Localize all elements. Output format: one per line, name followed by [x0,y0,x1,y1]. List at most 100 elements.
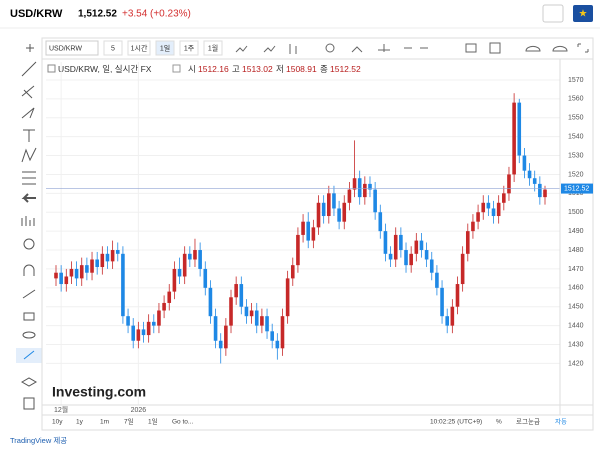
magnet-tool[interactable] [23,264,35,276]
chart-title: USD/KRW, 일, 실시간 FX [58,64,152,74]
legend-value: 1508.91 [286,64,317,74]
compare-button[interactable] [378,44,390,52]
candle-body [532,178,537,184]
log-button[interactable]: 로그눈금 [516,418,540,426]
collapse-icon[interactable] [47,64,56,73]
trash-tool[interactable] [23,397,35,410]
cursor-tool[interactable] [26,44,34,52]
candle-body [296,234,300,266]
y-tick-label: 1440 [568,322,584,329]
interval-button[interactable] [155,40,175,56]
candle-body [280,316,285,349]
toolbar-icons [235,42,589,54]
interval-label: 5 [111,45,115,52]
candle-body [383,231,388,254]
interval-button[interactable] [103,40,123,56]
auto-button[interactable]: 자동 [555,417,567,426]
candle-body [316,202,321,228]
load-button[interactable] [552,45,568,52]
candle-body [64,276,69,285]
line-tool[interactable] [21,61,37,77]
stay-draw-tool[interactable] [22,289,36,299]
lock-tool[interactable] [23,312,35,321]
candle-body [182,253,187,277]
range-button[interactable]: 10y [52,419,63,426]
change: +3.54 [122,9,148,20]
y-tick-label: 1450 [568,304,584,311]
candle-body [95,259,99,268]
eye-tool[interactable] [22,331,36,339]
indicators-button[interactable] [351,46,363,53]
candle-body [445,316,450,326]
candle-body [419,240,424,251]
candle-body [213,316,218,341]
candle-body [368,183,372,190]
fib-tool[interactable] [21,85,35,99]
candle-body [249,310,254,317]
alert-button[interactable] [542,4,564,23]
percent-button[interactable]: % [496,419,502,426]
candle-body [105,253,110,262]
interval-button[interactable] [203,40,223,56]
watchlist-button[interactable] [573,5,593,22]
screenshot-button[interactable] [465,43,477,53]
symbol-input[interactable] [45,40,99,56]
interval-button[interactable] [179,40,199,56]
candle-body [193,250,197,260]
icons-tool[interactable] [21,216,35,226]
range-button[interactable]: 1y [76,419,84,426]
candle-body [429,259,434,273]
legend-key: 시 [188,64,196,74]
layers-tool[interactable] [20,377,38,387]
candle-body [347,189,352,203]
range-button[interactable]: 7일 [124,417,134,426]
candle-body [337,208,341,222]
bars-button[interactable] [263,45,276,53]
range-button[interactable]: 1일 [148,417,158,426]
y-tick-label: 1420 [568,360,584,367]
candle-body [85,265,89,273]
candle-body [301,221,305,235]
candle-body [224,325,228,349]
interval-button[interactable] [127,40,151,56]
fullscreen-button[interactable] [577,43,589,53]
candle-body [352,178,357,190]
candle-body [388,253,393,260]
range-button[interactable]: 1m [100,419,109,426]
candle-body [110,250,115,262]
candle-body [167,291,172,303]
y-tick-label: 1510 [568,190,584,197]
save-button[interactable] [525,45,541,52]
chart-type-button[interactable] [235,45,248,53]
candles-button[interactable] [289,44,297,54]
projection-tool[interactable] [21,147,37,163]
back-tool[interactable] [21,193,36,203]
legend-icon [172,64,181,73]
goto-button[interactable]: Go to... [172,419,194,426]
pattern-tool[interactable] [21,107,35,119]
candle-body [203,268,208,288]
legend-key: 종 [320,64,328,74]
link-tool[interactable] [23,350,35,360]
candle-body [424,250,429,260]
interval-label: 1일 [160,43,170,52]
text-tool[interactable] [23,129,35,142]
y-tick-label: 1430 [568,341,584,348]
candle-body [440,287,444,317]
star-icon: ★ [579,9,588,20]
measure-tool[interactable] [22,171,36,185]
zoom-tool[interactable] [23,238,35,250]
candle-body [131,325,136,341]
x-tick-label: 12월 [54,405,68,414]
color-button[interactable] [489,42,501,54]
candle-body [157,310,161,326]
candle-body [327,193,331,217]
candle-body [260,316,264,326]
candle-body [285,278,290,317]
plot-area: 1420 1430 1440 1450 1460 1470 1480 1490 1500 1510… [46,62,593,414]
settings-button[interactable] [325,43,335,53]
candle-body [218,340,223,349]
candle-body [460,253,465,285]
